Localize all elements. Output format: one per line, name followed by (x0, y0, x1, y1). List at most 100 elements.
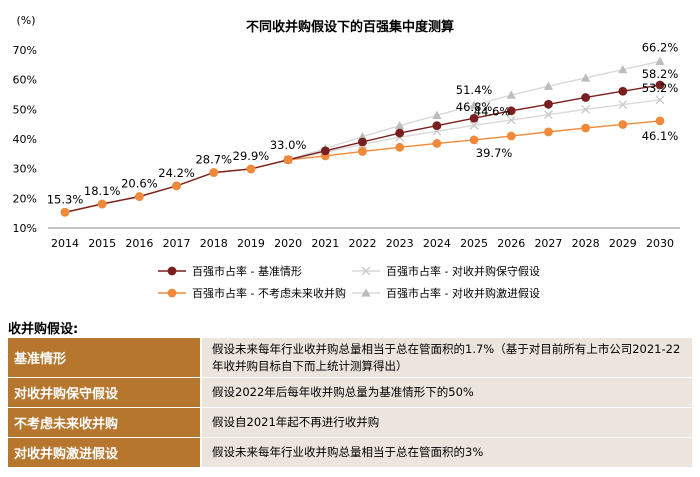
table-row: 对收并购保守假设 假设2022年后每年收并购总量为基准情形下的50% (8, 377, 692, 408)
assumption-name: 不考虑未来收并购 (8, 407, 202, 438)
data-point (618, 100, 628, 109)
x-tick-label: 2030 (646, 237, 674, 250)
y-tick-label: 20% (13, 192, 37, 205)
data-point (506, 90, 516, 99)
data-label: 39.7% (476, 146, 513, 160)
data-label: 20.6% (121, 177, 158, 191)
data-label: 44.6% (474, 104, 511, 118)
data-label: 53.2% (642, 81, 679, 95)
data-point (544, 110, 553, 120)
data-label: 66.2% (642, 40, 679, 54)
x-tick-label: 2020 (274, 237, 302, 250)
data-point (432, 139, 442, 148)
assumption-description: 假设2022年后每年收并购总量为基准情形下的50% (201, 377, 692, 408)
data-point (469, 100, 479, 109)
data-point (395, 142, 405, 152)
y-axis: 10% 20% 30% 40% 50% 60% 70% (13, 44, 37, 235)
assumption-name: 基准情形 (8, 338, 202, 378)
data-point (395, 121, 405, 130)
assumptions-table: 基准情形 假设未来每年行业收并购总量相当于总在管面积的1.7%（基于对目前所有上… (8, 338, 692, 468)
data-point (283, 155, 293, 165)
plot-area (60, 56, 665, 217)
data-point (60, 207, 70, 217)
data-point (167, 288, 177, 298)
data-point (358, 137, 367, 147)
data-point (543, 81, 554, 90)
assumption-name: 对收并购保守假设 (8, 377, 202, 408)
assumption-description: 假设自2021年起不再进行收并购 (201, 407, 692, 438)
y-tick-label: 10% (13, 222, 37, 235)
x-tick-label: 2016 (125, 237, 153, 250)
data-point (581, 104, 590, 114)
data-point (581, 73, 591, 82)
data-point (358, 147, 367, 156)
x-tick-label: 2028 (572, 237, 600, 250)
data-label: 24.2% (158, 166, 195, 180)
x-tick-label: 2022 (349, 237, 377, 250)
data-point (655, 116, 665, 126)
data-point (618, 64, 628, 74)
x-tick-label: 2015 (88, 237, 116, 250)
y-tick-label: 70% (13, 44, 37, 57)
data-label: 58.2% (642, 67, 679, 81)
data-point (506, 115, 516, 125)
data-point (97, 199, 107, 209)
data-point (618, 120, 628, 129)
data-point (655, 95, 665, 105)
data-point (655, 56, 665, 65)
x-tick-label: 2025 (460, 237, 488, 250)
table-row: 对收并购激进假设 假设未来每年行业收并购总量相当于总在管面积的3% (8, 437, 692, 468)
x-axis: 2014 2015 2016 2017 2018 2019 2020 2021 2022 2023… (51, 237, 674, 250)
data-labels: 15.3%18.1%20.6%24.2%28.7% 29.9%33.0% 51.4%… (47, 40, 679, 206)
data-label: 33.0% (270, 138, 307, 152)
data-point (246, 164, 256, 174)
data-point (469, 135, 479, 145)
data-point (395, 128, 405, 138)
y-tick-label: 50% (13, 103, 37, 116)
x-tick-label: 2019 (237, 237, 265, 250)
series-line (64, 99, 661, 213)
table-row: 不考虑未来收并购 假设自2021年起不再进行收并购 (8, 407, 692, 438)
data-point (506, 131, 516, 141)
data-label: 46.8% (456, 100, 493, 114)
data-point (469, 120, 479, 130)
x-tick-label: 2018 (200, 237, 228, 250)
x-tick-label: 2024 (423, 237, 451, 250)
data-point (361, 266, 371, 276)
x-tick-label: 2027 (534, 237, 562, 250)
assumption-description: 假设未来每年行业收并购总量相当于总在管面积的3% (201, 437, 692, 468)
data-point (320, 146, 330, 156)
data-point (432, 110, 442, 119)
legend-label: 百强市占率 - 不考虑未来收并购 (192, 286, 346, 300)
y-tick-label: 30% (13, 163, 37, 176)
chart-title: 不同收并购假设下的百强集中度测算 (246, 19, 454, 35)
y-tick-label: 40% (13, 133, 37, 146)
assumption-description: 假设未来每年行业收并购总量相当于总在管面积的1.7%（基于对目前所有上市公司20… (201, 338, 692, 378)
x-tick-label: 2017 (163, 237, 191, 250)
legend-label: 百强市占率 - 基准情形 (192, 264, 302, 278)
data-label: 18.1% (84, 184, 121, 198)
data-point (618, 86, 628, 96)
assumptions-heading: 收并购假设: (8, 322, 79, 337)
data-label: 28.7% (195, 153, 232, 167)
data-label: 15.3% (47, 192, 84, 206)
data-point (655, 80, 665, 90)
data-point (167, 266, 177, 276)
data-point (581, 123, 591, 133)
data-point (432, 121, 442, 131)
data-point (134, 192, 144, 201)
data-point (581, 93, 591, 102)
legend-label: 百强市占率 - 对收并购激进假设 (386, 286, 540, 300)
x-tick-label: 2026 (497, 237, 525, 250)
data-label: 29.9% (233, 149, 270, 163)
x-tick-label: 2021 (311, 237, 339, 250)
legend-label: 百强市占率 - 对收并购保守假设 (386, 264, 540, 278)
data-point (209, 168, 219, 177)
data-label: 51.4% (456, 83, 493, 97)
y-tick-label: 60% (13, 74, 37, 87)
data-label: 46.1% (642, 129, 679, 143)
data-point (506, 106, 516, 116)
data-point (469, 113, 479, 123)
data-point (361, 288, 371, 297)
